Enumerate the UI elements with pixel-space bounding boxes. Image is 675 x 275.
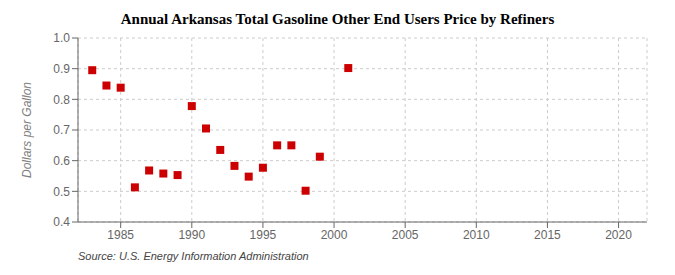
svg-text:0.5: 0.5: [53, 185, 70, 199]
svg-text:2000: 2000: [321, 228, 348, 242]
html-text:Source: U.S. Energy Informatio: Source: U.S. Energy Information Administ…: [78, 250, 309, 262]
svg-text:2005: 2005: [392, 228, 419, 242]
svg-text:1.0: 1.0: [53, 31, 70, 45]
svg-text:1995: 1995: [250, 228, 277, 242]
svg-text:0.9: 0.9: [53, 62, 70, 76]
svg-text:2015: 2015: [534, 228, 561, 242]
svg-text:0.4: 0.4: [53, 215, 70, 229]
svg-text:2010: 2010: [463, 228, 490, 242]
svg-text:0.6: 0.6: [53, 154, 70, 168]
svg-text:2020: 2020: [605, 228, 632, 242]
svg-text:Dollars per Gallon: Dollars per Gallon: [20, 82, 34, 178]
svg-text:1990: 1990: [178, 228, 205, 242]
svg-text:1985: 1985: [107, 228, 134, 242]
html-text:Annual Arkansas Total Gasoline: Annual Arkansas Total Gasoline Other End…: [120, 11, 555, 27]
svg-text:0.7: 0.7: [53, 123, 70, 137]
svg-text:0.8: 0.8: [53, 93, 70, 107]
